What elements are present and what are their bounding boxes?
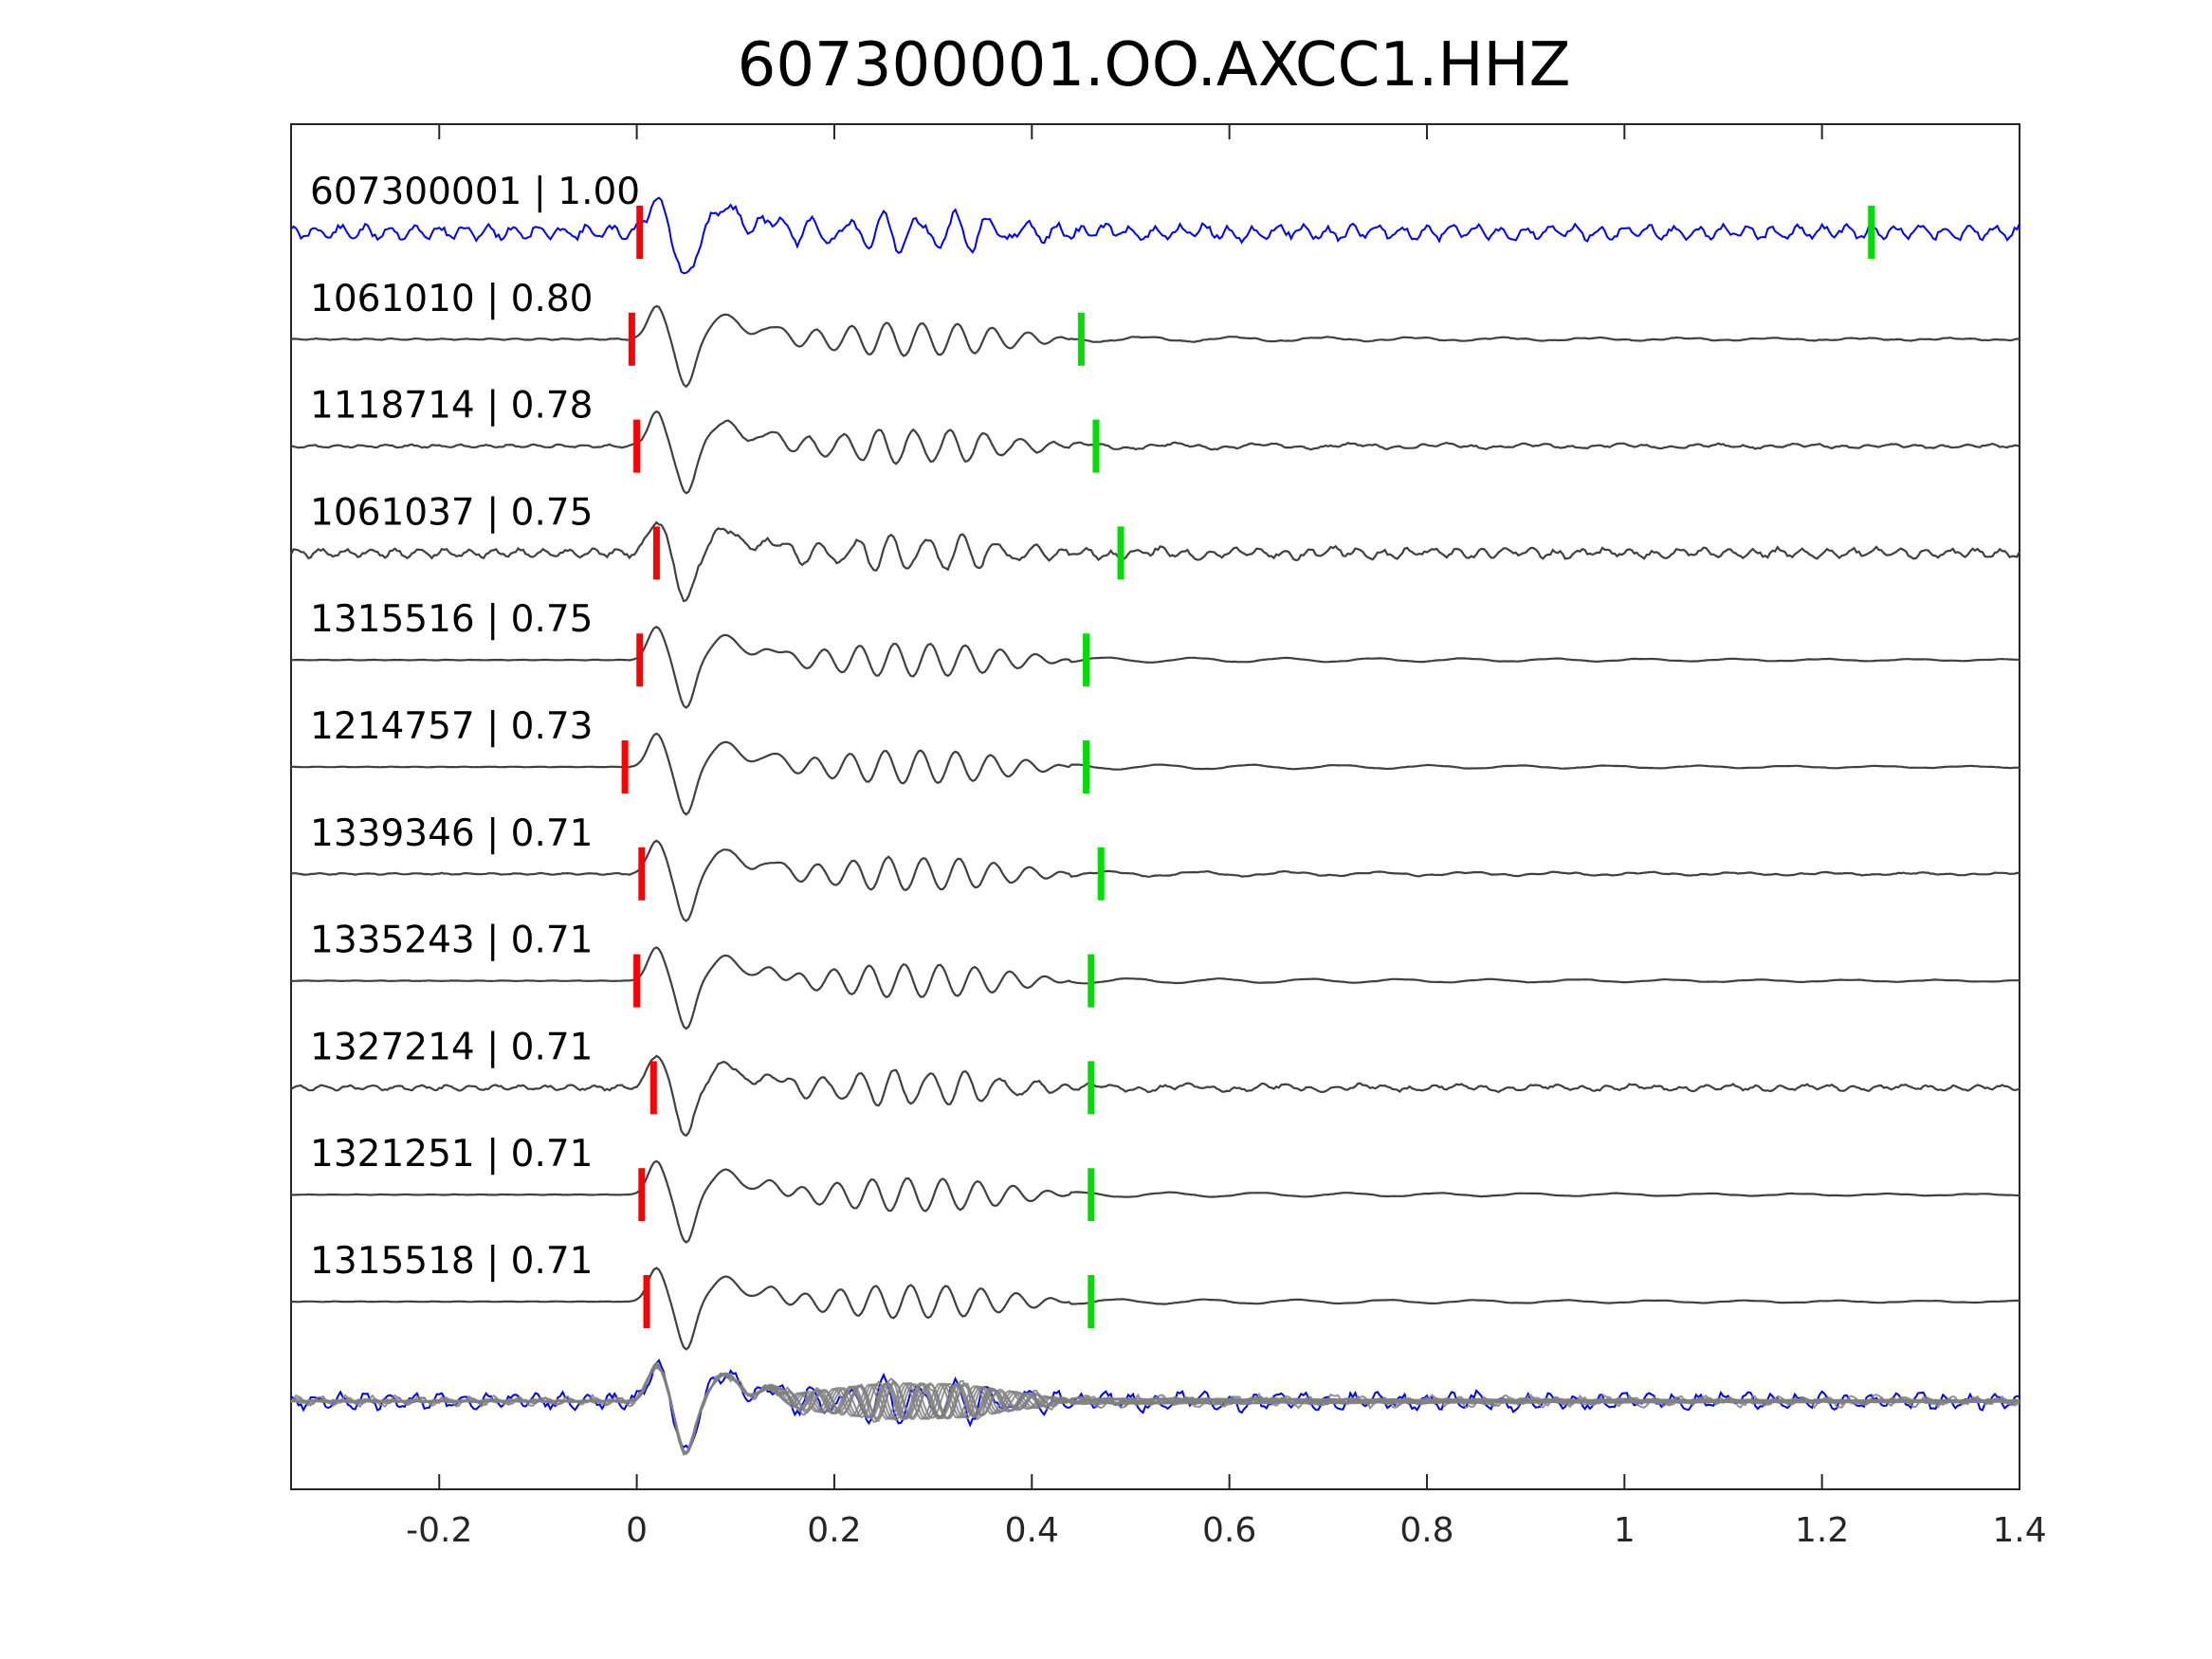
trace-label-1335243: 1335243 | 0.71 xyxy=(310,920,593,962)
trace-1061010 xyxy=(290,304,2020,389)
trace-labels: 607300001 | 1.00 1061010 | 0.80 1118714 | … xyxy=(310,171,640,1283)
trace-607300001 xyxy=(290,196,2020,275)
x-tick-label: 0.4 xyxy=(1005,1511,1059,1550)
x-tick-label: 0 xyxy=(626,1511,648,1550)
trace-1335243 xyxy=(290,946,2020,1030)
trace-label-1321251: 1321251 | 0.71 xyxy=(310,1133,593,1176)
traces-layer xyxy=(290,196,2020,1351)
trace-label-1315516: 1315516 | 0.75 xyxy=(310,598,593,641)
trace-label-1214757: 1214757 | 0.73 xyxy=(310,705,593,748)
chart-title: 607300001.OO.AXCC1.HHZ xyxy=(738,30,1571,100)
trace-1214757 xyxy=(290,732,2020,816)
trace-label-1315518: 1315518 | 0.71 xyxy=(310,1240,593,1283)
x-tick-label: 0.2 xyxy=(807,1511,861,1550)
x-tick-label: 1.4 xyxy=(1992,1511,2046,1550)
x-tick-label: -0.2 xyxy=(406,1511,472,1550)
trace-label-1327214: 1327214 | 0.71 xyxy=(310,1026,593,1068)
trace-label-1061010: 1061010 | 0.80 xyxy=(310,278,593,320)
trace-1118714 xyxy=(290,410,2020,495)
x-tick-label: 1.2 xyxy=(1795,1511,1849,1550)
trace-1061037 xyxy=(290,520,2020,603)
x-tick-label: 0.6 xyxy=(1202,1511,1256,1550)
trace-1321251 xyxy=(290,1159,2020,1244)
trace-label-1339346: 1339346 | 0.71 xyxy=(310,812,593,855)
trace-1339346 xyxy=(290,839,2020,922)
plot-area xyxy=(290,123,2020,1490)
x-tick-label: 1 xyxy=(1614,1511,1636,1550)
x-axis: -0.2 0 0.2 0.4 0.6 0.8 1 1.2 1.4 xyxy=(406,124,2047,1550)
x-tick-label: 0.8 xyxy=(1399,1511,1453,1550)
picks-layer xyxy=(621,206,1875,1328)
trace-1315516 xyxy=(291,626,2020,709)
stack-trace-1315518 xyxy=(290,1363,2020,1455)
trace-label-1118714: 1118714 | 0.78 xyxy=(310,385,593,428)
trace-1327214 xyxy=(290,1054,2020,1138)
stack-overlay xyxy=(290,1358,2020,1456)
trace-label-607300001: 607300001 | 1.00 xyxy=(310,171,640,213)
trace-label-1061037: 1061037 | 0.75 xyxy=(310,491,593,534)
trace-1315518 xyxy=(290,1267,2020,1351)
